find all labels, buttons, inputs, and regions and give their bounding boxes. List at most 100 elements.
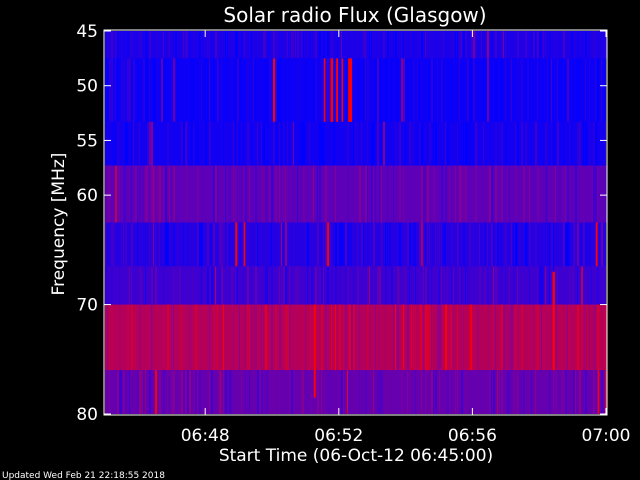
band-stripe: [553, 370, 554, 414]
band-stripe: [301, 266, 303, 305]
band-stripe: [579, 370, 581, 414]
band-stripe: [145, 370, 146, 414]
band-stripe: [511, 222, 512, 267]
band-stripe: [369, 304, 370, 371]
band-stripe: [323, 121, 325, 166]
band-stripe: [125, 58, 126, 122]
band-stripe: [151, 266, 153, 305]
band-stripe: [159, 370, 161, 414]
band-stripe: [535, 370, 536, 414]
band-stripe: [283, 165, 285, 223]
band-stripe: [405, 165, 406, 223]
band-stripe: [431, 304, 432, 371]
band-stripe: [597, 165, 598, 223]
y-axis-label: Frequency [MHz]: [49, 153, 69, 296]
band-stripe: [241, 370, 242, 414]
band-stripe: [145, 31, 147, 59]
band-stripe: [337, 31, 338, 59]
band-stripe: [491, 165, 493, 223]
burst-mark: [273, 58, 276, 122]
band-stripe: [445, 165, 447, 223]
band-stripe: [353, 304, 355, 371]
band-stripe: [287, 304, 289, 371]
band-stripe: [157, 31, 159, 59]
band-stripe: [577, 266, 578, 305]
band-stripe: [295, 165, 297, 223]
band-stripe: [595, 121, 597, 166]
band-stripe: [267, 370, 268, 414]
band-stripe: [109, 165, 110, 223]
frequency-band: [105, 58, 606, 122]
band-stripe: [115, 266, 116, 305]
band-stripe: [301, 121, 303, 166]
band-stripe: [545, 266, 546, 305]
band-stripe: [567, 58, 569, 122]
band-stripe: [439, 266, 440, 305]
band-stripe: [299, 266, 300, 305]
band-stripe: [125, 222, 127, 267]
band-stripe: [235, 165, 236, 223]
band-stripe: [247, 370, 248, 414]
band-stripe: [113, 222, 115, 267]
band-stripe: [437, 58, 438, 122]
band-stripe: [465, 266, 466, 305]
band-stripe: [517, 58, 518, 122]
band-stripe: [495, 121, 497, 166]
band-stripe: [485, 304, 486, 371]
band-stripe: [461, 31, 462, 59]
band-stripe: [507, 266, 508, 305]
band-stripe: [287, 121, 288, 166]
band-stripe: [571, 31, 573, 59]
band-stripe: [107, 58, 108, 122]
band-stripe: [413, 121, 414, 166]
band-stripe: [353, 121, 354, 166]
band-stripe: [141, 31, 142, 59]
band-stripe: [251, 58, 253, 122]
band-stripe: [363, 31, 365, 59]
band-stripe: [469, 121, 471, 166]
band-stripe: [489, 304, 490, 371]
band-stripe: [491, 222, 493, 267]
band-stripe: [557, 58, 558, 122]
band-stripe: [209, 266, 211, 305]
band-stripe: [527, 304, 529, 371]
band-stripe: [455, 165, 456, 223]
band-stripe: [331, 31, 333, 59]
band-stripe: [315, 58, 317, 122]
band-stripe: [165, 58, 166, 122]
band-stripe: [121, 222, 122, 267]
band-stripe: [451, 304, 452, 371]
band-stripe: [131, 266, 132, 305]
band-stripe: [557, 121, 559, 166]
band-stripe: [569, 266, 570, 305]
band-stripe: [487, 266, 489, 305]
band-stripe: [199, 370, 201, 414]
band-stripe: [209, 58, 210, 122]
band-stripe: [119, 121, 120, 166]
band-stripe: [563, 222, 565, 267]
band-stripe: [243, 304, 245, 371]
band-stripe: [331, 304, 332, 371]
band-stripe: [381, 121, 382, 166]
band-stripe: [173, 58, 175, 122]
band-stripe: [181, 266, 183, 305]
band-stripe: [327, 58, 329, 122]
band-stripe: [523, 121, 525, 166]
band-stripe: [409, 121, 411, 166]
band-stripe: [397, 266, 399, 305]
band-stripe: [505, 58, 506, 122]
band-stripe: [423, 266, 424, 305]
band-stripe: [383, 121, 385, 166]
band-stripe: [309, 121, 310, 166]
band-stripe: [427, 165, 429, 223]
band-stripe: [557, 266, 558, 305]
band-stripe: [255, 222, 257, 267]
band-stripe: [445, 121, 446, 166]
band-stripe: [605, 370, 607, 414]
band-stripe: [317, 165, 318, 223]
band-stripe: [457, 121, 458, 166]
band-stripe: [137, 266, 139, 305]
band-stripe: [119, 165, 120, 223]
band-stripe: [317, 222, 319, 267]
band-stripe: [527, 165, 528, 223]
